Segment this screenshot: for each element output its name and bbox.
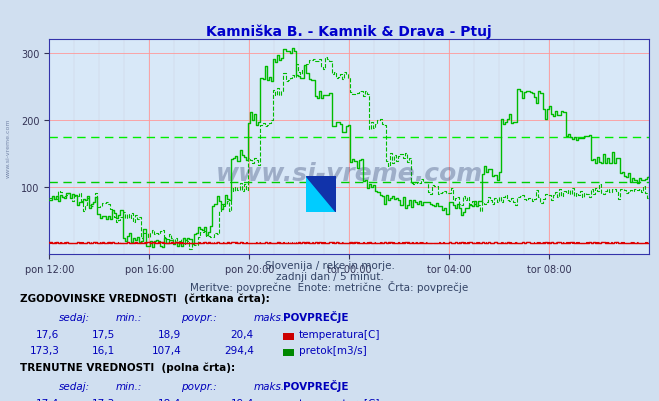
Text: 18,4: 18,4 <box>158 398 181 401</box>
Text: temperatura[C]: temperatura[C] <box>299 398 381 401</box>
Text: Meritve: povprečne  Enote: metrične  Črta: povprečje: Meritve: povprečne Enote: metrične Črta:… <box>190 280 469 292</box>
Text: min.:: min.: <box>115 381 142 391</box>
Text: pretok[m3/s]: pretok[m3/s] <box>299 345 367 355</box>
Text: 17,3: 17,3 <box>92 398 115 401</box>
Text: maks.:: maks.: <box>254 312 289 322</box>
Text: 17,5: 17,5 <box>92 329 115 339</box>
Text: POVPREČJE: POVPREČJE <box>283 379 349 391</box>
Text: POVPREČJE: POVPREČJE <box>283 310 349 322</box>
Text: 16,1: 16,1 <box>92 345 115 355</box>
Text: 20,4: 20,4 <box>231 329 254 339</box>
Text: www.si-vreme.com: www.si-vreme.com <box>215 161 483 185</box>
Text: 107,4: 107,4 <box>152 345 181 355</box>
Text: Slovenija / reke in morje.: Slovenija / reke in morje. <box>264 261 395 271</box>
Polygon shape <box>306 176 336 213</box>
Text: temperatura[C]: temperatura[C] <box>299 329 381 339</box>
Text: ZGODOVINSKE VREDNOSTI  (črtkana črta):: ZGODOVINSKE VREDNOSTI (črtkana črta): <box>20 293 270 304</box>
Polygon shape <box>306 176 336 213</box>
Text: 17,6: 17,6 <box>36 329 59 339</box>
Text: sedaj:: sedaj: <box>59 381 90 391</box>
Text: www.si-vreme.com: www.si-vreme.com <box>5 119 11 178</box>
Title: Kamniška B. - Kamnik & Drava - Ptuj: Kamniška B. - Kamnik & Drava - Ptuj <box>206 24 492 39</box>
Text: sedaj:: sedaj: <box>59 312 90 322</box>
Text: 173,3: 173,3 <box>30 345 59 355</box>
Text: povpr.:: povpr.: <box>181 381 217 391</box>
Text: TRENUTNE VREDNOSTI  (polna črta):: TRENUTNE VREDNOSTI (polna črta): <box>20 362 235 373</box>
Text: 294,4: 294,4 <box>224 345 254 355</box>
Text: zadnji dan / 5 minut.: zadnji dan / 5 minut. <box>275 271 384 282</box>
Text: 17,4: 17,4 <box>36 398 59 401</box>
Text: 18,9: 18,9 <box>158 329 181 339</box>
Text: min.:: min.: <box>115 312 142 322</box>
Text: 19,4: 19,4 <box>231 398 254 401</box>
Text: povpr.:: povpr.: <box>181 312 217 322</box>
Text: maks.:: maks.: <box>254 381 289 391</box>
